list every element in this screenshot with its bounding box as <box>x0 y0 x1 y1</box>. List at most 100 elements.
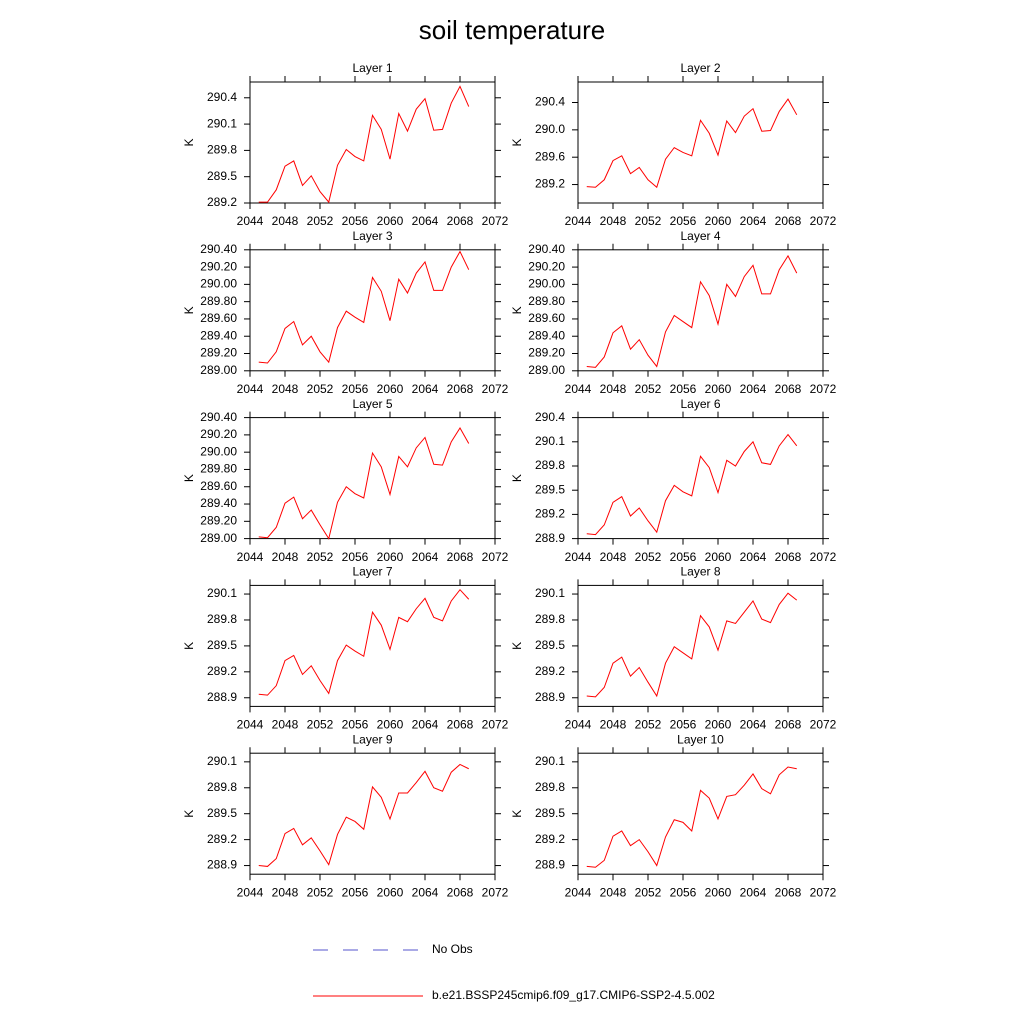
y-tick-label: 289.20 <box>200 513 237 527</box>
y-tick-label: 289.40 <box>200 328 237 342</box>
y-axis-label: K <box>510 642 524 650</box>
plot-frame <box>577 417 824 540</box>
x-tick-label: 2056 <box>670 382 697 396</box>
x-tick-label: 2068 <box>775 718 802 732</box>
y-tick-label: 290.1 <box>535 586 565 600</box>
x-tick-label: 2072 <box>810 214 837 228</box>
x-tick-label: 2068 <box>447 382 474 396</box>
y-axis-label: K <box>182 642 196 650</box>
x-tick-label: 2068 <box>775 214 802 228</box>
x-tick-label: 2060 <box>705 382 732 396</box>
x-tick-label: 2052 <box>307 382 334 396</box>
y-tick-label: 290.20 <box>200 259 237 273</box>
x-tick-label: 2044 <box>237 382 264 396</box>
panel-title: Layer 3 <box>352 229 392 243</box>
y-tick-label: 288.9 <box>207 690 237 704</box>
x-tick-label: 2072 <box>482 550 509 564</box>
y-tick-label: 289.2 <box>207 195 237 209</box>
x-tick-label: 2060 <box>377 550 404 564</box>
plot-frame <box>249 584 496 707</box>
y-tick-label: 289.5 <box>207 638 237 652</box>
x-tick-label: 2064 <box>740 382 767 396</box>
y-tick-label: 290.20 <box>528 259 565 273</box>
x-tick-label: 2068 <box>775 885 802 899</box>
x-tick-label: 2060 <box>377 214 404 228</box>
x-tick-label: 2052 <box>307 214 334 228</box>
y-tick-label: 289.80 <box>200 294 237 308</box>
y-tick-label: 290.00 <box>200 277 237 291</box>
x-tick-label: 2044 <box>565 718 592 732</box>
y-tick-label: 290.4 <box>535 410 565 424</box>
y-tick-label: 289.8 <box>207 612 237 626</box>
y-axis-label: K <box>510 810 524 818</box>
y-tick-label: 289.2 <box>535 507 565 521</box>
x-tick-label: 2048 <box>272 550 299 564</box>
x-tick-label: 2044 <box>237 214 264 228</box>
x-tick-label: 2052 <box>307 718 334 732</box>
y-axis-label: K <box>510 138 524 146</box>
x-tick-label: 2060 <box>705 718 732 732</box>
legend-label: b.e21.BSSP245cmip6.f09_g17.CMIP6-SSP2-4.… <box>432 988 715 1002</box>
x-tick-label: 2044 <box>237 885 264 899</box>
x-tick-label: 2064 <box>412 550 439 564</box>
x-tick-label: 2052 <box>635 550 662 564</box>
x-tick-label: 2064 <box>740 885 767 899</box>
x-tick-label: 2068 <box>447 885 474 899</box>
x-tick-label: 2068 <box>447 718 474 732</box>
y-tick-label: 290.0 <box>535 122 565 136</box>
y-tick-label: 290.4 <box>535 95 565 109</box>
y-tick-label: 289.5 <box>535 482 565 496</box>
panel-title: Layer 4 <box>680 229 720 243</box>
x-tick-label: 2056 <box>670 550 697 564</box>
x-tick-label: 2064 <box>412 718 439 732</box>
x-tick-label: 2068 <box>775 382 802 396</box>
data-line <box>258 588 470 696</box>
x-tick-label: 2044 <box>565 550 592 564</box>
y-tick-label: 290.40 <box>200 410 237 424</box>
plot-frame <box>249 752 496 875</box>
y-tick-label: 290.20 <box>200 427 237 441</box>
x-tick-label: 2060 <box>705 885 732 899</box>
legend-label: No Obs <box>432 942 473 956</box>
x-tick-label: 2072 <box>482 382 509 396</box>
x-tick-label: 2044 <box>565 214 592 228</box>
y-tick-label: 289.5 <box>207 169 237 183</box>
y-tick-label: 289.60 <box>200 479 237 493</box>
panel-title: Layer 9 <box>352 732 392 746</box>
x-tick-label: 2072 <box>482 214 509 228</box>
y-tick-label: 289.5 <box>207 806 237 820</box>
y-tick-label: 290.00 <box>200 444 237 458</box>
x-tick-label: 2060 <box>377 382 404 396</box>
x-tick-label: 2052 <box>635 718 662 732</box>
y-tick-label: 289.00 <box>528 363 565 377</box>
x-tick-label: 2068 <box>447 550 474 564</box>
y-tick-label: 288.9 <box>535 531 565 545</box>
x-tick-label: 2060 <box>705 214 732 228</box>
x-tick-label: 2072 <box>810 382 837 396</box>
plot-frame <box>577 752 824 875</box>
y-tick-label: 289.60 <box>528 311 565 325</box>
panel-title: Layer 2 <box>680 61 720 75</box>
y-tick-label: 289.80 <box>200 462 237 476</box>
x-tick-label: 2052 <box>635 382 662 396</box>
plot-frame <box>249 249 496 372</box>
plot-frame <box>249 81 496 204</box>
y-tick-label: 288.9 <box>535 858 565 872</box>
y-tick-label: 289.5 <box>535 638 565 652</box>
panel-title: Layer 1 <box>352 61 392 75</box>
y-tick-label: 289.00 <box>200 363 237 377</box>
y-axis-label: K <box>182 306 196 314</box>
y-axis-label: K <box>182 138 196 146</box>
data-line <box>586 254 798 368</box>
x-tick-label: 2072 <box>482 885 509 899</box>
x-tick-label: 2048 <box>600 885 627 899</box>
y-axis-label: K <box>510 474 524 482</box>
y-tick-label: 288.9 <box>207 858 237 872</box>
y-tick-label: 289.20 <box>528 346 565 360</box>
x-tick-label: 2056 <box>670 885 697 899</box>
y-tick-label: 289.6 <box>535 149 565 163</box>
x-tick-label: 2072 <box>810 885 837 899</box>
x-tick-label: 2052 <box>635 885 662 899</box>
